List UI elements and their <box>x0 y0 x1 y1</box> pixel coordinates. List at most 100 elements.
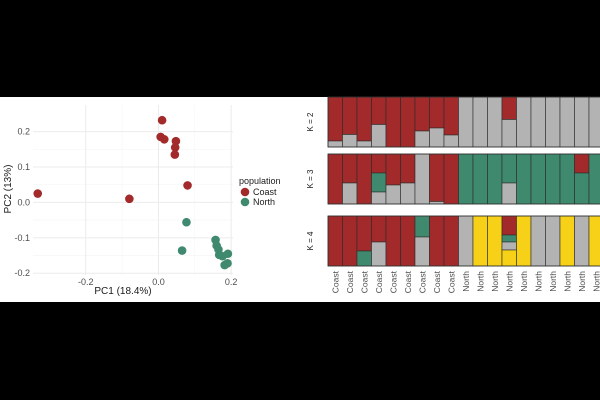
admixture-segment <box>371 96 387 125</box>
legend-key-north <box>240 197 250 207</box>
x-tick-label: -0.2 <box>78 277 94 287</box>
admixture-segment <box>371 124 387 148</box>
panel-label: K = 3 <box>306 169 315 188</box>
admixture-segment <box>414 236 430 267</box>
admixture-segment <box>472 215 488 267</box>
legend-title: population <box>239 176 281 186</box>
admixture-segment <box>501 153 517 184</box>
x-axis-label: PC1 (18.4%) <box>94 286 151 297</box>
pca-scatter-plot: -0.2 0.0 0.2-0.2-0.10.00.10.2 PC1 (18.4%) … <box>3 105 281 297</box>
admixture-segment <box>356 96 372 142</box>
admixture-segment <box>327 153 343 205</box>
plot-panel <box>33 105 233 275</box>
sample-label: Coast <box>417 270 427 293</box>
panel-frame <box>327 215 600 267</box>
admixture-segment <box>472 96 488 148</box>
figure: -0.2 0.0 0.2 -0.2 -0.1 0.0 0.1 0.2 PC1 (18.4%) … <box>0 96 600 302</box>
y-axis-label: PC2 (13%) <box>3 165 14 214</box>
admixture-segment <box>356 140 372 148</box>
admixture-segment <box>458 215 474 267</box>
admixture-segment <box>501 96 517 120</box>
admixture-segment <box>545 96 561 148</box>
admixture-segment <box>371 172 387 193</box>
admixture-segment <box>458 96 474 148</box>
legend-key-coast <box>240 187 250 197</box>
point-coast <box>159 135 169 144</box>
admixture-segment <box>400 182 416 205</box>
sample-label: Coast <box>403 270 413 293</box>
admixture-segment <box>443 215 459 267</box>
admixture-segment <box>487 215 503 267</box>
admixture-segment <box>429 127 445 148</box>
admixture-segment <box>342 153 358 184</box>
admixture-segment <box>574 172 590 205</box>
panel-frame <box>327 153 600 205</box>
admixture-segment <box>588 96 600 148</box>
sample-label: Coast <box>330 270 340 293</box>
admixture-segment <box>414 96 430 132</box>
legend-label-coast: Coast <box>253 187 277 197</box>
y-tick-label: 0.0 <box>17 197 30 207</box>
legend-label-north: North <box>253 197 275 207</box>
point-coast <box>125 194 134 204</box>
admixture-segment <box>342 182 358 205</box>
admixture-segment <box>327 140 343 148</box>
admixture-segment <box>545 153 561 205</box>
admixture-segment <box>501 241 517 251</box>
admixture-segment <box>516 96 532 148</box>
y-tick-label: 0.1 <box>17 162 30 172</box>
admixture-segment <box>501 234 517 243</box>
sample-label: North <box>475 271 485 292</box>
panel-label: K = 4 <box>306 231 315 250</box>
admixture-segment <box>385 153 401 186</box>
admixture-segment <box>443 96 459 136</box>
admixture-segment <box>371 191 387 205</box>
admixture-segment <box>574 153 590 174</box>
admixture-segment <box>530 215 546 267</box>
admixture-segment <box>414 215 430 238</box>
admixture-segment <box>501 215 517 236</box>
admixture-segment <box>487 96 503 148</box>
admixture-segment <box>327 215 343 267</box>
admixture-segment <box>371 241 387 267</box>
sample-label: North <box>504 271 514 292</box>
point-coast <box>171 136 181 146</box>
admixture-segment <box>385 184 401 205</box>
admixture-segment <box>385 96 401 148</box>
legend: population Coast North <box>239 176 281 207</box>
admixture-segment <box>588 153 600 205</box>
sample-label: Coast <box>446 270 456 293</box>
sample-label: North <box>490 271 500 292</box>
admixture-segment <box>559 153 575 205</box>
sample-label: North <box>577 271 587 292</box>
sample-label: Coast <box>345 270 355 293</box>
admixture-segment <box>400 215 416 267</box>
admixture-segment <box>429 215 445 267</box>
admixture-segment <box>574 215 590 267</box>
admixture-segment <box>472 153 488 205</box>
y-tick-label: -0.2 <box>14 268 30 278</box>
point-north <box>177 246 187 255</box>
admixture-segment <box>385 215 401 267</box>
y-tick-label: 0.2 <box>17 127 30 137</box>
admixture-segment <box>356 153 372 205</box>
sample-label: Coast <box>359 270 369 293</box>
x-tick-label: 0.2 <box>225 277 238 287</box>
admixture-segment <box>588 215 600 267</box>
sample-label: North <box>548 271 558 292</box>
admixture-segment <box>545 215 561 267</box>
sample-label: North <box>519 271 529 292</box>
admixture-segment <box>501 182 517 205</box>
structure-bar-plot: K = 2K = 3K = 4 Coast Coast Coast Coast Coas… <box>306 96 600 293</box>
pca-points <box>33 115 233 270</box>
pca-tick-labels: -0.2 0.0 0.2 -0.2 -0.1 0.0 0.1 0.2 <box>14 127 237 287</box>
admixture-segment <box>458 153 474 205</box>
pca-gridlines <box>33 105 233 275</box>
point-north <box>182 217 191 227</box>
point-coast <box>157 115 167 125</box>
sample-label: North <box>562 271 572 292</box>
admixture-segment <box>443 153 459 205</box>
admixture-segment <box>414 153 430 205</box>
admixture-segment <box>342 134 358 148</box>
admixture-segment <box>501 119 517 148</box>
